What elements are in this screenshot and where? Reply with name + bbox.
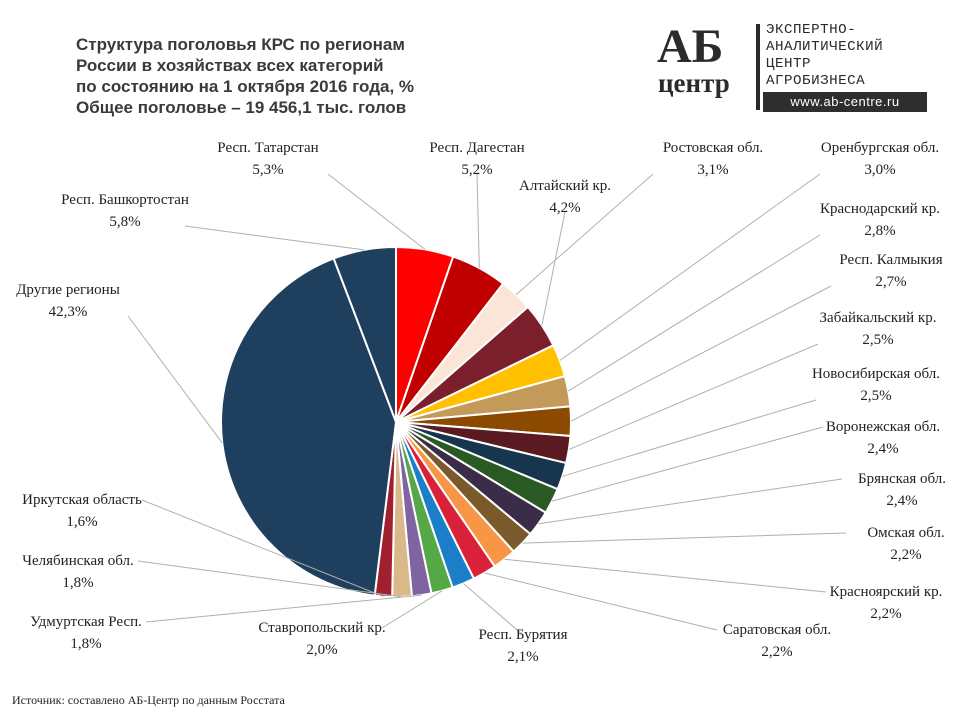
leader-забайкальский-кр — [568, 343, 819, 451]
leader-респ-калмыкия — [570, 285, 832, 422]
slice-labels: Респ. Татарстан 5,3% Респ. Дагестан 5,2% Рос… — [16, 140, 946, 665]
leader-респ-бурятия — [463, 583, 524, 636]
leader-саратовская-обл — [484, 572, 718, 631]
leader-респ-татарстан — [327, 173, 426, 250]
value-алтайский-кр: 4,2% — [549, 200, 580, 216]
label-другие-регионы: Другие регионы — [16, 282, 120, 298]
source-note: Источник: составлено АБ-Центр по данным … — [12, 693, 285, 707]
value-новосибирская-обл: 2,5% — [860, 388, 891, 404]
leader-красноярский-кр — [504, 558, 827, 593]
value-челябинская-обл: 1,8% — [62, 575, 93, 591]
value-другие-регионы: 42,3% — [49, 304, 88, 320]
label-респ-башкортостан: Респ. Башкортостан — [61, 192, 189, 208]
value-саратовская-обл: 2,2% — [761, 644, 792, 660]
label-воронежская-обл: Воронежская обл. — [826, 419, 940, 435]
value-респ-татарстан: 5,3% — [252, 162, 283, 178]
slice-другие-регионы — [220, 257, 398, 597]
label-новосибирская-обл: Новосибирская обл. — [812, 366, 940, 382]
slice-респ-башкортостан — [332, 245, 397, 423]
value-удмуртская-респ: 1,8% — [70, 636, 101, 652]
leader-оренбургская-обл — [559, 173, 821, 361]
title-line-3: по состоянию на 1 октября 2016 года, % — [76, 77, 415, 96]
label-удмуртская-респ: Удмуртская Респ. — [30, 614, 142, 630]
label-респ-бурятия: Респ. Бурятия — [479, 627, 568, 643]
leader-алтайский-кр — [541, 211, 566, 326]
value-воронежская-обл: 2,4% — [867, 441, 898, 457]
leader-респ-дагестан — [476, 173, 480, 269]
label-саратовская-обл: Саратовская обл. — [723, 622, 831, 638]
logo-line-2: АНАЛИТИЧЕСКИЙ — [766, 39, 884, 55]
value-ставропольский-кр: 2,0% — [306, 642, 337, 658]
logo-mark-top: АБ — [657, 20, 723, 73]
label-респ-дагестан: Респ. Дагестан — [429, 140, 524, 156]
label-респ-татарстан: Респ. Татарстан — [217, 140, 318, 156]
logo-line-1: ЭКСПЕРТНО- — [766, 22, 857, 38]
title-line-1: Структура поголовья КРС по регионам — [76, 35, 405, 54]
logo-url[interactable]: www.ab-centre.ru — [763, 92, 927, 112]
value-оренбургская-обл: 3,0% — [864, 162, 895, 178]
label-респ-калмыкия: Респ. Калмыкия — [839, 252, 942, 268]
label-иркутская-область: Иркутская область — [22, 492, 142, 508]
logo-line-4: АГРОБИЗНЕСА — [766, 73, 866, 89]
value-респ-калмыкия: 2,7% — [875, 274, 906, 290]
leader-удмуртская-респ — [145, 594, 422, 623]
leader-воронежская-обл — [551, 426, 824, 502]
leader-другие-регионы — [127, 315, 223, 444]
pie-slices — [220, 245, 572, 598]
value-красноярский-кр: 2,2% — [870, 606, 901, 622]
label-омская-обл: Омская обл. — [867, 525, 944, 541]
value-краснодарский-кр: 2,8% — [864, 223, 895, 239]
label-челябинская-обл: Челябинская обл. — [22, 553, 134, 569]
label-краснодарский-кр: Краснодарский кр. — [820, 201, 940, 217]
chart-title: Структура поголовья КРС по регионам Росс… — [76, 34, 496, 118]
leader-брянская-обл — [538, 478, 843, 525]
leader-омская-обл — [522, 532, 847, 544]
title-line-2: России в хозяйствах всех категорий — [76, 56, 384, 75]
logo-caption: ЭКСПЕРТНО- АНАЛИТИЧЕСКИЙ ЦЕНТР АГРОБИЗНЕ… — [766, 22, 883, 90]
label-брянская-обл: Брянская обл. — [858, 471, 946, 487]
value-забайкальский-кр: 2,5% — [862, 332, 893, 348]
value-ростовская-обл: 3,1% — [697, 162, 728, 178]
value-брянская-обл: 2,4% — [886, 493, 917, 509]
label-ростовская-обл: Ростовская обл. — [663, 140, 763, 156]
label-оренбургская-обл: Оренбургская обл. — [821, 140, 939, 156]
logo-mark-bottom: центр — [658, 68, 730, 98]
leader-челябинская-обл — [137, 560, 403, 598]
leader-новосибирская-обл — [562, 399, 817, 477]
value-омская-обл: 2,2% — [890, 547, 921, 563]
label-ставропольский-кр: Ставропольский кр. — [258, 620, 385, 636]
value-иркутская-область: 1,6% — [66, 514, 97, 530]
ab-centre-logo: АБ центр ЭКСПЕРТНО- АНАЛИТИЧЕСКИЙ ЦЕНТР … — [655, 20, 935, 115]
logo-line-3: ЦЕНТР — [766, 56, 812, 72]
label-красноярский-кр: Красноярский кр. — [830, 584, 943, 600]
value-респ-дагестан: 5,2% — [461, 162, 492, 178]
leader-ставропольский-кр — [381, 590, 443, 629]
leader-lines — [127, 173, 847, 636]
value-респ-бурятия: 2,1% — [507, 649, 538, 665]
leader-ростовская-обл — [515, 173, 654, 296]
logo-divider — [756, 24, 760, 110]
leader-иркутская-область — [141, 499, 384, 597]
leader-краснодарский-кр — [568, 234, 821, 392]
logo-mark: АБ центр — [657, 20, 730, 98]
value-респ-башкортостан: 5,8% — [109, 214, 140, 230]
label-забайкальский-кр: Забайкальский кр. — [820, 310, 937, 326]
label-алтайский-кр: Алтайский кр. — [519, 178, 611, 194]
title-line-4: Общее поголовье – 19 456,1 тыс. голов — [76, 98, 407, 117]
leader-респ-башкортостан — [184, 225, 365, 251]
